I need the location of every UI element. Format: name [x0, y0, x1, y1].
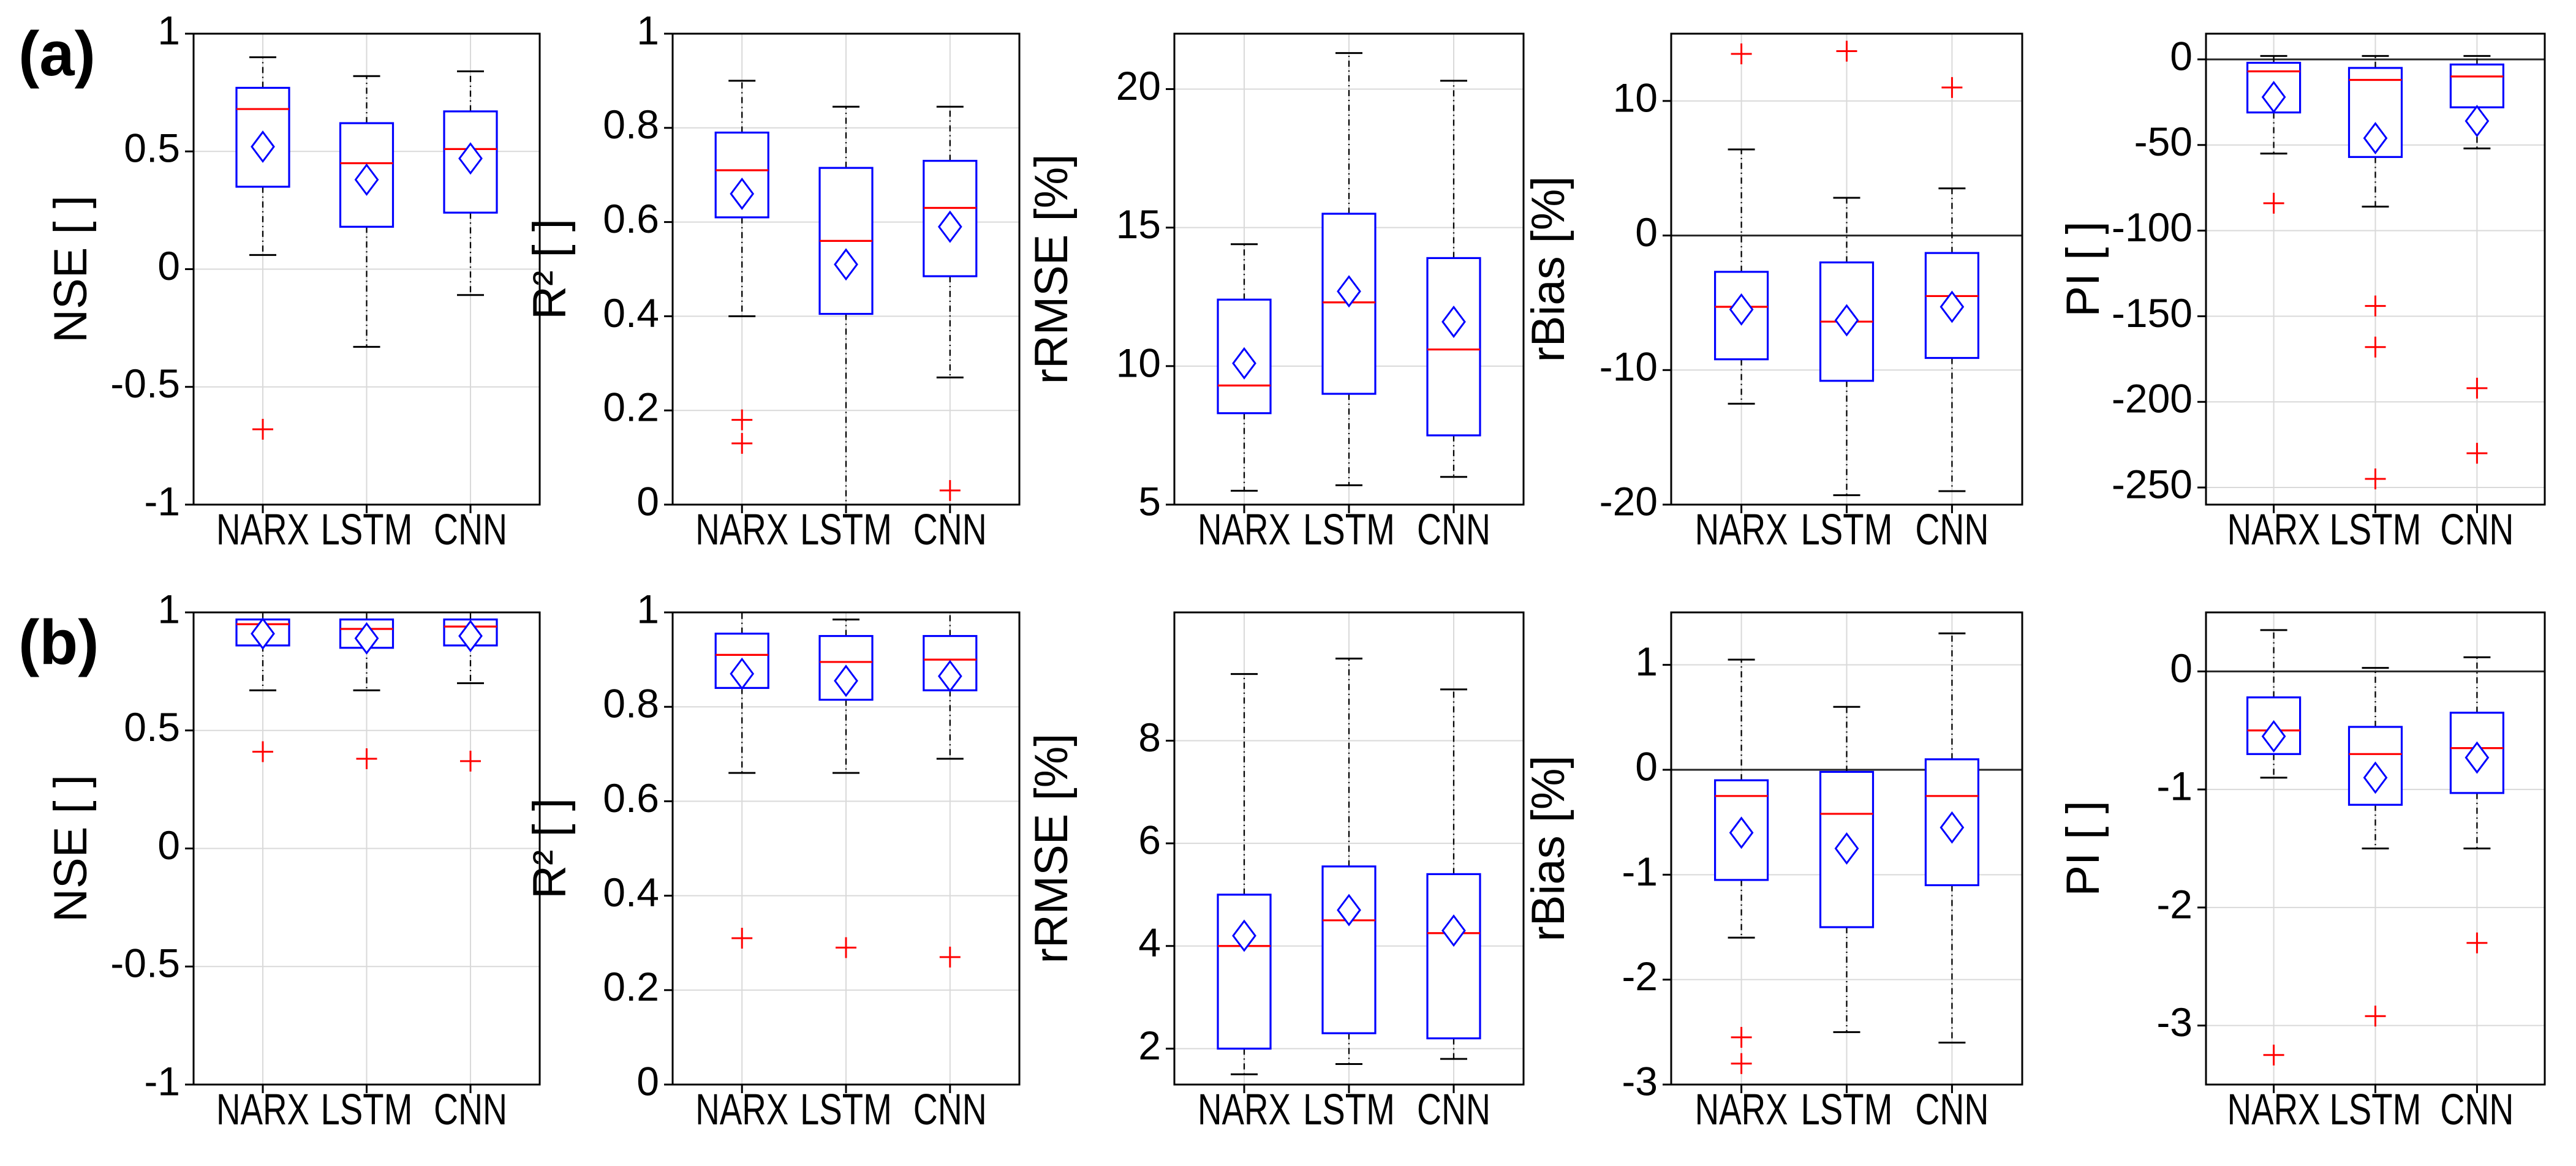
- svg-text:0: 0: [1635, 743, 1658, 789]
- svg-text:CNN: CNN: [1915, 1086, 1989, 1134]
- svg-text:-200: -200: [2112, 376, 2193, 421]
- svg-text:0: 0: [157, 822, 180, 868]
- svg-text:LSTM: LSTM: [321, 506, 413, 554]
- svg-text:20: 20: [1116, 63, 1161, 108]
- svg-text:CNN: CNN: [434, 506, 507, 554]
- svg-text:CNN: CNN: [913, 506, 987, 554]
- svg-text:0: 0: [636, 1058, 659, 1104]
- svg-text:(a): (a): [18, 18, 96, 89]
- svg-text:-100: -100: [2112, 205, 2193, 250]
- svg-text:rRMSE [%]: rRMSE [%]: [1025, 734, 1078, 964]
- svg-text:R² [ ]: R² [ ]: [524, 219, 576, 320]
- svg-text:8: 8: [1138, 715, 1161, 760]
- svg-text:1: 1: [636, 7, 659, 53]
- svg-text:LSTM: LSTM: [321, 1086, 413, 1134]
- svg-text:NARX: NARX: [1198, 506, 1291, 554]
- svg-text:rBias [%]: rBias [%]: [1522, 176, 1574, 362]
- svg-text:rRMSE [%]: rRMSE [%]: [1025, 154, 1078, 385]
- svg-text:-0.5: -0.5: [110, 361, 180, 406]
- svg-text:LSTM: LSTM: [1303, 1086, 1395, 1134]
- svg-text:0: 0: [2170, 645, 2193, 691]
- svg-text:-1: -1: [144, 478, 180, 524]
- svg-text:CNN: CNN: [434, 1086, 507, 1134]
- svg-text:0.2: 0.2: [603, 385, 659, 430]
- svg-text:CNN: CNN: [913, 1086, 987, 1134]
- svg-text:rBias [%]: rBias [%]: [1522, 755, 1574, 941]
- svg-text:0.8: 0.8: [603, 681, 659, 726]
- svg-text:0.5: 0.5: [124, 126, 180, 171]
- svg-text:0.2: 0.2: [603, 964, 659, 1009]
- svg-text:CNN: CNN: [2440, 506, 2514, 554]
- svg-text:CNN: CNN: [1915, 506, 1989, 554]
- svg-text:-10: -10: [1600, 344, 1658, 389]
- svg-text:-3: -3: [1622, 1058, 1658, 1104]
- svg-text:0.6: 0.6: [603, 775, 659, 821]
- svg-text:-2: -2: [1622, 953, 1658, 999]
- svg-text:1: 1: [157, 586, 180, 631]
- svg-text:R² [ ]: R² [ ]: [524, 798, 576, 899]
- svg-text:0.5: 0.5: [124, 704, 180, 750]
- svg-text:LSTM: LSTM: [800, 506, 892, 554]
- svg-text:LSTM: LSTM: [2330, 1086, 2422, 1134]
- svg-text:4: 4: [1138, 920, 1161, 965]
- svg-text:NARX: NARX: [695, 1086, 788, 1134]
- svg-text:0.4: 0.4: [603, 870, 659, 915]
- svg-text:-250: -250: [2112, 461, 2193, 506]
- svg-text:0.6: 0.6: [603, 196, 659, 241]
- svg-text:10: 10: [1613, 75, 1658, 120]
- svg-text:0: 0: [157, 243, 180, 288]
- svg-text:NARX: NARX: [1695, 1086, 1788, 1134]
- svg-text:10: 10: [1116, 340, 1161, 385]
- svg-text:NARX: NARX: [2227, 506, 2321, 554]
- svg-text:1: 1: [157, 7, 180, 53]
- svg-text:LSTM: LSTM: [1801, 506, 1893, 554]
- svg-text:NSE [ ]: NSE [ ]: [45, 775, 97, 922]
- svg-text:PI [ ]: PI [ ]: [2057, 800, 2109, 896]
- svg-text:LSTM: LSTM: [1303, 506, 1395, 554]
- svg-text:0: 0: [1635, 209, 1658, 255]
- svg-text:LSTM: LSTM: [2330, 506, 2422, 554]
- svg-text:15: 15: [1116, 201, 1161, 247]
- svg-text:0.8: 0.8: [603, 102, 659, 147]
- svg-text:NARX: NARX: [216, 1086, 309, 1134]
- svg-text:1: 1: [1635, 639, 1658, 684]
- svg-text:NSE [ ]: NSE [ ]: [45, 195, 97, 343]
- svg-text:NARX: NARX: [216, 506, 309, 554]
- svg-text:5: 5: [1138, 478, 1161, 524]
- svg-text:0: 0: [636, 478, 659, 524]
- svg-text:LSTM: LSTM: [800, 1086, 892, 1134]
- svg-text:6: 6: [1138, 818, 1161, 863]
- svg-text:-3: -3: [2156, 999, 2193, 1045]
- svg-text:-20: -20: [1600, 478, 1658, 524]
- svg-text:-1: -1: [144, 1058, 180, 1104]
- svg-text:0.4: 0.4: [603, 290, 659, 336]
- svg-text:0: 0: [2170, 33, 2193, 78]
- svg-text:-150: -150: [2112, 290, 2193, 336]
- svg-text:CNN: CNN: [1417, 506, 1490, 554]
- svg-text:NARX: NARX: [2227, 1086, 2321, 1134]
- svg-text:-1: -1: [2156, 764, 2193, 809]
- svg-text:-0.5: -0.5: [110, 941, 180, 986]
- svg-text:1: 1: [636, 586, 659, 631]
- svg-text:2: 2: [1138, 1023, 1161, 1068]
- svg-text:CNN: CNN: [1417, 1086, 1490, 1134]
- svg-text:-1: -1: [1622, 849, 1658, 894]
- svg-text:(b): (b): [18, 607, 99, 677]
- svg-text:CNN: CNN: [2440, 1086, 2514, 1134]
- svg-text:PI [ ]: PI [ ]: [2057, 221, 2109, 317]
- svg-text:-2: -2: [2156, 881, 2193, 927]
- svg-text:NARX: NARX: [695, 506, 788, 554]
- svg-text:NARX: NARX: [1198, 1086, 1291, 1134]
- svg-text:-50: -50: [2134, 119, 2193, 164]
- svg-text:NARX: NARX: [1695, 506, 1788, 554]
- svg-text:LSTM: LSTM: [1801, 1086, 1893, 1134]
